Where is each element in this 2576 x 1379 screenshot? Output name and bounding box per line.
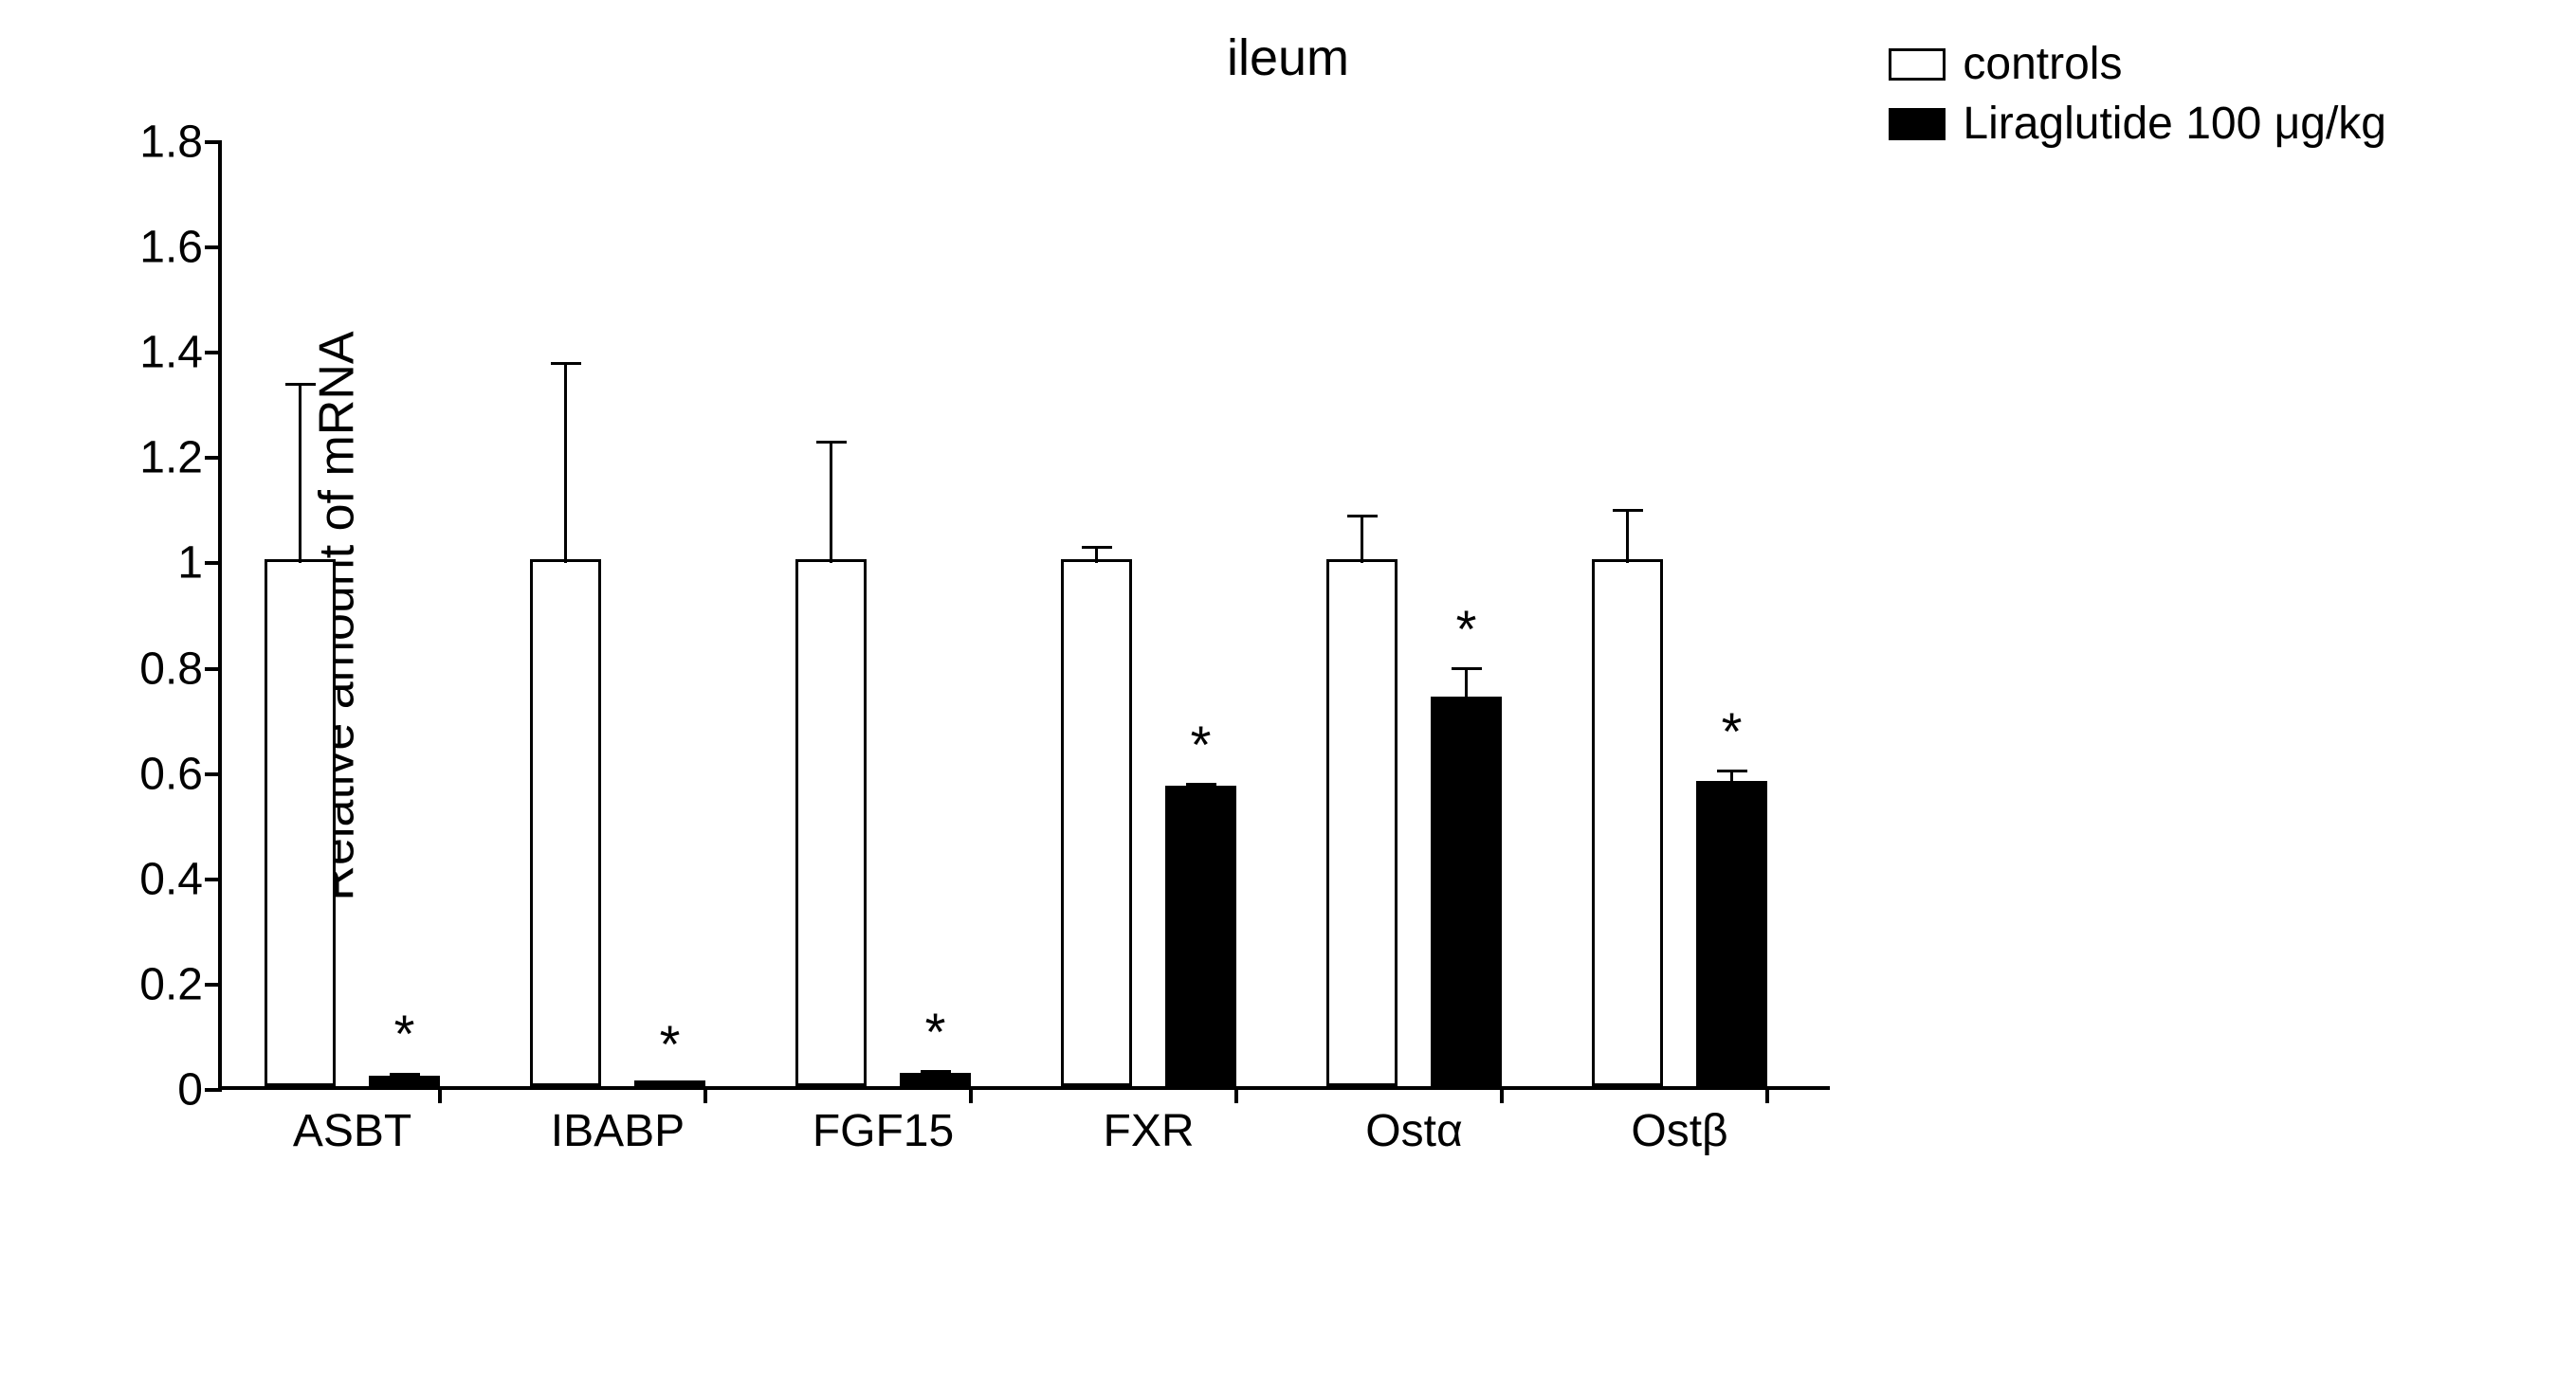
error-bar	[830, 443, 832, 564]
bar-controls	[530, 559, 601, 1086]
error-cap	[1717, 770, 1747, 772]
x-tick	[1765, 1086, 1769, 1103]
y-tick	[205, 561, 222, 565]
y-tick-label: 1.6	[118, 222, 203, 274]
y-tick-label: 1.2	[118, 432, 203, 484]
bar-controls	[795, 559, 867, 1086]
x-tick-label: IBABP	[551, 1105, 685, 1157]
y-tick	[205, 245, 222, 249]
y-tick-label: 1	[118, 537, 203, 590]
y-tick	[205, 351, 222, 354]
y-tick	[205, 1088, 222, 1092]
y-tick-label: 0.6	[118, 748, 203, 800]
significance-marker: *	[1191, 714, 1212, 775]
x-tick	[703, 1086, 707, 1103]
y-tick	[205, 140, 222, 144]
error-cap	[1186, 783, 1216, 786]
legend-swatch-controls	[1889, 48, 1946, 81]
bar-liraglutide	[1165, 786, 1236, 1086]
y-tick	[205, 456, 222, 460]
x-tick	[969, 1086, 973, 1103]
error-cap	[390, 1073, 420, 1076]
error-bar	[1361, 516, 1363, 563]
error-bar	[564, 363, 567, 563]
chart-title: ileum	[1227, 28, 1349, 87]
y-tick-label: 0.4	[118, 853, 203, 905]
bar-controls	[1061, 559, 1132, 1086]
bar-controls	[265, 559, 336, 1086]
plot-area: 00.20.40.60.811.21.41.61.8ASBT*IBABP*FGF…	[218, 142, 1830, 1090]
legend: controls Liraglutide 100 μg/kg	[1889, 38, 2386, 157]
error-cap	[816, 441, 847, 444]
bar-controls	[1326, 559, 1398, 1086]
error-bar	[299, 385, 301, 564]
bar-liraglutide	[1431, 697, 1502, 1086]
y-tick-label: 0	[118, 1064, 203, 1116]
error-bar	[1730, 771, 1733, 785]
y-tick	[205, 667, 222, 671]
x-tick-label: Ostβ	[1631, 1105, 1727, 1157]
error-cap	[1347, 515, 1378, 517]
y-tick-label: 1.4	[118, 327, 203, 379]
bar-controls	[1592, 559, 1663, 1086]
legend-item-controls: controls	[1889, 38, 2386, 90]
significance-marker: *	[1722, 700, 1743, 762]
significance-marker: *	[394, 1003, 415, 1064]
y-tick	[205, 983, 222, 987]
x-tick-label: ASBT	[293, 1105, 411, 1157]
x-tick-label: FGF15	[813, 1105, 954, 1157]
x-tick	[438, 1086, 442, 1103]
y-tick-label: 0.8	[118, 643, 203, 695]
error-cap	[1613, 509, 1643, 512]
significance-marker: *	[660, 1013, 681, 1075]
bar-liraglutide	[1696, 781, 1767, 1086]
legend-label-controls: controls	[1963, 38, 2122, 90]
error-bar	[1626, 511, 1629, 564]
error-bar	[1465, 669, 1468, 700]
error-cap	[921, 1070, 951, 1073]
error-cap	[1452, 667, 1482, 670]
legend-item-liraglutide: Liraglutide 100 μg/kg	[1889, 98, 2386, 150]
error-bar	[1095, 548, 1098, 564]
y-tick-label: 0.2	[118, 958, 203, 1010]
significance-marker: *	[1456, 598, 1477, 660]
legend-label-liraglutide: Liraglutide 100 μg/kg	[1963, 98, 2386, 150]
y-tick-label: 1.8	[118, 117, 203, 169]
significance-marker: *	[925, 1001, 946, 1062]
error-cap	[551, 362, 581, 365]
x-tick	[1234, 1086, 1238, 1103]
x-tick	[1500, 1086, 1504, 1103]
y-tick	[205, 878, 222, 881]
error-cap	[1082, 546, 1112, 549]
chart-container: Relative amount of mRNA 00.20.40.60.811.…	[218, 142, 1830, 1185]
y-tick	[205, 772, 222, 776]
error-cap	[655, 1083, 685, 1086]
legend-swatch-liraglutide	[1889, 108, 1946, 140]
x-tick-label: FXR	[1104, 1105, 1195, 1157]
x-tick-label: Ostα	[1365, 1105, 1462, 1157]
error-cap	[285, 383, 316, 386]
